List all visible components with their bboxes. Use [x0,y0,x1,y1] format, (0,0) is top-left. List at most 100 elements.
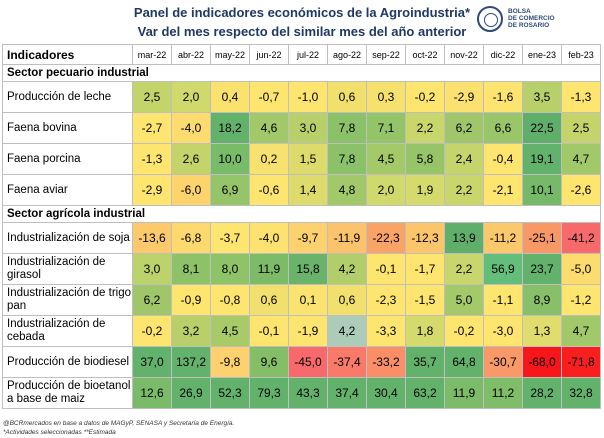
value-cell: 3,2 [171,315,211,347]
value-cell: 2,4 [444,143,484,175]
value-cell: 52,3 [210,377,250,409]
indicator-label: Faena aviar [2,174,133,206]
value-cell: -0,2 [405,81,445,113]
value-cell: 0,6 [327,284,367,316]
value-cell: 7,8 [327,112,367,144]
indicator-row: Producción de biodiesel 37,0 137,2 -9,8 9,6-… [2,346,601,378]
value-cell: 4,5 [366,143,406,175]
month-header: ago-22 [327,44,367,65]
value-cell: -2,1 [483,174,523,206]
value-cell: -41,2 [561,222,601,254]
value-cell: 30,4 [366,377,406,409]
value-cell: 1,9 [405,174,445,206]
value-cell: 3,5 [522,81,562,113]
value-cell: -1,7 [405,253,445,285]
value-cell: 3,0 [132,253,172,285]
value-cell: 43,3 [288,377,328,409]
value-cell: 7,1 [366,112,406,144]
value-cell: 0,6 [327,81,367,113]
month-header: oct-22 [405,44,445,65]
value-cell: 2,0 [171,81,211,113]
indicator-row: Faena bovina -2,7 -4,0 18,2 4,6 3,0 7,8 7,1 2,2 6… [2,112,601,144]
value-cell: -4,0 [171,112,211,144]
value-cell: 32,8 [561,377,601,409]
value-cell: 13,9 [444,222,484,254]
value-cell: 6,2 [132,284,172,316]
value-cell: -1,5 [405,284,445,316]
section-title: Sector agrícola industrial [2,205,601,223]
value-cell: 137,2 [171,346,211,378]
value-cell: -2,9 [132,174,172,206]
value-cell: 8,9 [522,284,562,316]
value-cell: 79,3 [249,377,289,409]
value-cell: -13,6 [132,222,172,254]
value-cell: 11,9 [444,377,484,409]
value-cell: -1,3 [561,81,601,113]
value-cell: 26,9 [171,377,211,409]
indicator-label: Industrialización de girasol [2,253,133,285]
indicator-row: Industrialización de soja -13,6 -6,8 -3,7 -4… [2,222,601,254]
indicator-label: Producción de bioetanol a base de maiz [2,377,133,409]
value-cell: -0,4 [483,143,523,175]
source-note: @BCRmercados en base a datos de MAGyP, S… [3,420,235,427]
value-cell: -11,9 [327,222,367,254]
value-cell: 4,2 [327,315,367,347]
value-cell: 5,0 [444,284,484,316]
indicator-row: Producción de bioetanol a base de maiz 12… [2,377,601,409]
value-cell: 2,2 [444,253,484,285]
value-cell: 18,2 [210,112,250,144]
value-cell: 2,6 [171,143,211,175]
value-cell: 19,1 [522,143,562,175]
section-row: Sector pecuario industrial [2,64,601,82]
month-header: nov-22 [444,44,484,65]
indicator-label: Industrialización de soja [2,222,133,254]
month-header: abr-22 [171,44,211,65]
value-cell: 7,8 [327,143,367,175]
value-cell: 37,0 [132,346,172,378]
month-header: feb-23 [561,44,601,65]
panel-subtitle: Var del mes respecto del similar mes del… [137,24,467,39]
value-cell: 37,4 [327,377,367,409]
value-cell: 28,2 [522,377,562,409]
month-header: jul-22 [288,44,328,65]
value-cell: -0,1 [366,253,406,285]
value-cell: 0,2 [249,143,289,175]
value-cell: -0,8 [210,284,250,316]
bcr-logo-text: BOLSA DE COMERCIO DE ROSARIO [508,8,555,29]
value-cell: 23,7 [522,253,562,285]
value-cell: 4,5 [210,315,250,347]
month-header: sep-22 [366,44,406,65]
indicator-row: Industrialización de cebada -0,2 3,2 4,5 -0,… [2,315,601,347]
value-cell: -37,4 [327,346,367,378]
value-cell: 12,6 [132,377,172,409]
value-cell: 4,2 [327,253,367,285]
legend-note: *Actividades seleccionadas **Estimada [3,429,116,436]
bcr-seal-icon [477,6,503,32]
value-cell: 2,0 [366,174,406,206]
value-cell: -1,6 [483,81,523,113]
value-cell: -1,1 [483,284,523,316]
value-cell: -6,8 [171,222,211,254]
value-cell: -9,8 [210,346,250,378]
value-cell: -1,2 [561,284,601,316]
month-header: jun-22 [249,44,289,65]
value-cell: 22,5 [522,112,562,144]
indicator-row: Producción de leche 2,5 2,0 0,4 -0,7 -1,0 0,6 0… [2,81,601,113]
value-cell: -9,7 [288,222,328,254]
value-cell: -0,6 [249,174,289,206]
section-row: Sector agrícola industrial [2,205,601,223]
value-cell: 2,5 [132,81,172,113]
value-cell: 6,2 [444,112,484,144]
indicator-row: Faena porcina -1,3 2,6 10,0 0,2 1,5 7,8 4,5 5,8 2… [2,143,601,175]
value-cell: 1,3 [522,315,562,347]
value-cell: 2,5 [561,112,601,144]
value-cell: -0,2 [444,315,484,347]
indicator-row: Industrialización de girasol 3,0 8,1 8,0 11,… [2,253,601,285]
value-cell: -2,7 [132,112,172,144]
month-header: ene-23 [522,44,562,65]
value-cell: 8,0 [210,253,250,285]
value-cell: -45,0 [288,346,328,378]
value-cell: 9,6 [249,346,289,378]
value-cell: 6,6 [483,112,523,144]
value-cell: 8,1 [171,253,211,285]
